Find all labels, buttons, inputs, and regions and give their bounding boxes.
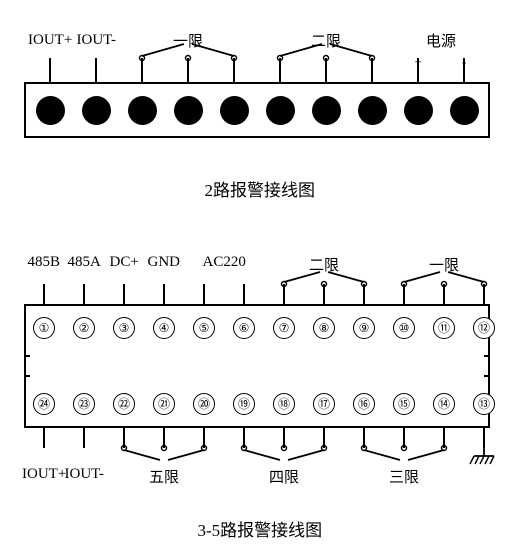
- label: AC220: [203, 254, 246, 271]
- caption-b: 3-5路报警接线图: [198, 516, 323, 541]
- label: 四限: [269, 466, 299, 487]
- label: 485B: [28, 254, 61, 271]
- label: 485A: [68, 254, 101, 271]
- label: IOUT-: [65, 466, 104, 483]
- label: 三限: [389, 466, 419, 487]
- label: DC+: [110, 254, 139, 271]
- label: 二限: [309, 254, 339, 275]
- label: GND: [148, 254, 181, 271]
- label: 一限: [429, 254, 459, 275]
- label: 五限: [149, 466, 179, 487]
- label: IOUT+: [22, 466, 66, 483]
